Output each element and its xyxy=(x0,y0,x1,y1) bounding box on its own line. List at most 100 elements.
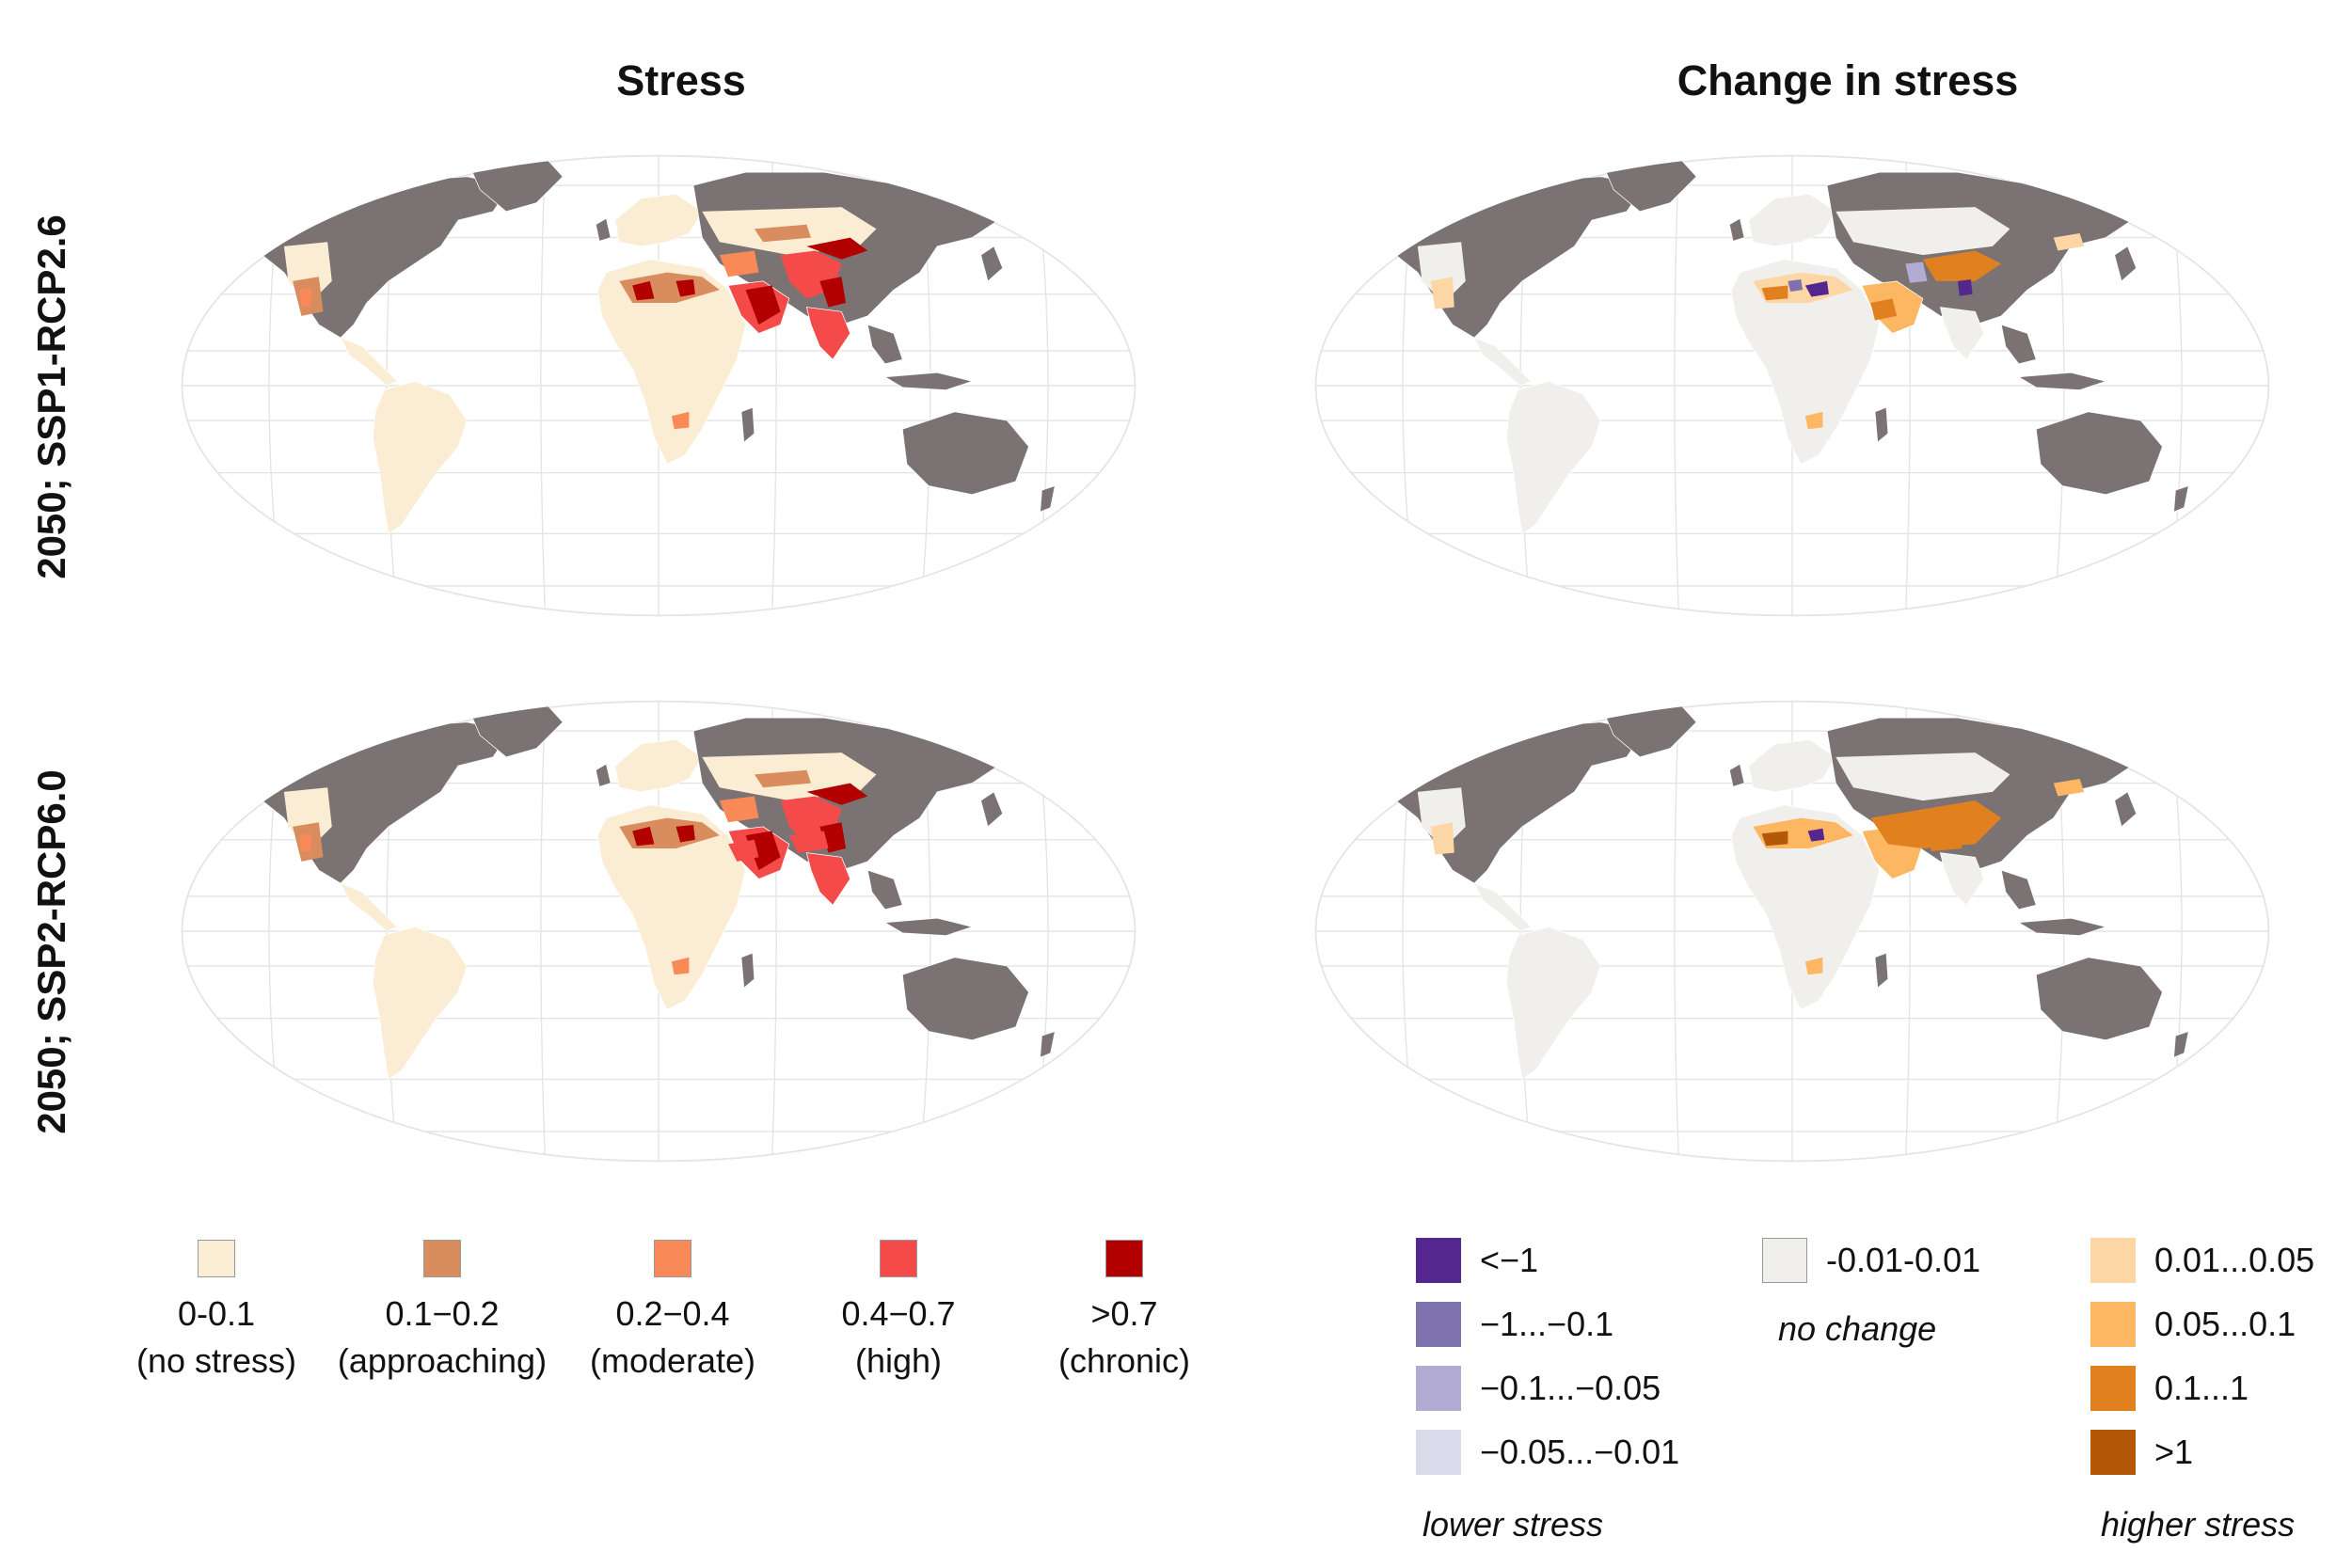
basin-region xyxy=(728,839,759,862)
japan-landmass xyxy=(2114,245,2137,282)
basin-region xyxy=(819,277,847,308)
change-legend-lower-1: −1...−0.1 xyxy=(1416,1302,1613,1347)
indonesia-landmass xyxy=(2017,372,2107,391)
africa-landmass xyxy=(1730,804,1880,1010)
graticule-line xyxy=(1674,154,1680,617)
basin-region xyxy=(675,279,695,297)
change-legend-none: -0.01-0.01 xyxy=(1762,1238,1980,1283)
change-legend-higher-3: >1 xyxy=(2090,1430,2193,1475)
basin-region xyxy=(745,285,781,325)
basin-region xyxy=(675,825,695,843)
map-stress-ssp2 xyxy=(181,700,1136,1163)
stress-legend-swatch xyxy=(880,1240,917,1277)
uk-landmass xyxy=(1728,217,1745,242)
change-legend-swatch xyxy=(2090,1430,2136,1475)
newZealand-landmass xyxy=(2173,484,2189,513)
stress-legend-range: 0.2−0.4 xyxy=(615,1294,730,1333)
basin-region xyxy=(299,288,312,308)
row-label-ssp2: 2050; SSP2-RCP6.0 xyxy=(29,769,73,1134)
indonesia-landmass xyxy=(883,372,974,391)
basin-region xyxy=(1417,242,1466,304)
centralAmerica-landmass xyxy=(1473,337,1532,387)
southAmerica-landmass xyxy=(372,926,468,1081)
change-legend-higher-2: 0.1...1 xyxy=(2090,1366,2249,1411)
stress-legend-desc: (approaching) xyxy=(337,1341,548,1380)
africa-landmass xyxy=(1730,259,1880,465)
basin-region xyxy=(1804,411,1823,430)
australia-landmass xyxy=(901,411,1029,496)
basin-region xyxy=(1922,822,1963,851)
basin-region xyxy=(1804,280,1829,297)
basin-region xyxy=(1836,752,2010,801)
japan-landmass xyxy=(980,791,1004,828)
centralAmerica-landmass xyxy=(1473,882,1532,932)
uk-landmass xyxy=(1728,763,1745,787)
basin-region xyxy=(754,224,812,243)
japan-landmass xyxy=(2114,791,2137,828)
map-stress-ssp1 xyxy=(181,154,1136,617)
seAsia-landmass xyxy=(2000,324,2037,365)
change-legend-higher-0: 0.01...0.05 xyxy=(2090,1238,2314,1283)
stress-legend-range: >0.7 xyxy=(1090,1294,1158,1333)
basin-region xyxy=(632,280,655,301)
stress-legend-desc: (no stress) xyxy=(135,1341,297,1380)
basin-region xyxy=(719,796,759,823)
graticule-line xyxy=(1674,700,1680,1163)
globe-outline xyxy=(181,700,1136,1163)
basin-region xyxy=(806,237,868,260)
stress-legend-desc: (high) xyxy=(854,1341,943,1380)
change-legend-label: 0.05...0.1 xyxy=(2154,1305,2296,1343)
change-column-title: Change in stress xyxy=(1677,56,2019,104)
basin-region xyxy=(1870,298,1898,321)
basin-region xyxy=(671,411,690,430)
change-legend-label: −1...−0.1 xyxy=(1480,1305,1614,1343)
map-change-ssp1 xyxy=(1314,154,2270,617)
no-change-caption: no change xyxy=(1778,1309,1937,1348)
change-legend-label: <−1 xyxy=(1480,1241,1539,1279)
change-legend-swatch xyxy=(2090,1238,2136,1283)
india-landmass xyxy=(1939,852,1985,906)
japan-landmass xyxy=(980,245,1004,282)
change-legend-swatch xyxy=(1416,1430,1461,1475)
southAmerica-landmass xyxy=(1505,380,1601,535)
change-legend-swatch xyxy=(2090,1302,2136,1347)
stress-legend-swatch xyxy=(654,1240,691,1277)
stress-column-title: Stress xyxy=(616,56,746,104)
basin-region xyxy=(1957,279,1973,296)
globe-outline xyxy=(1314,700,2270,1163)
europe-landmass xyxy=(614,193,703,247)
basin-region xyxy=(1807,828,1825,842)
stress-legend-item-4: >0.7 (chronic) xyxy=(1025,1240,1223,1385)
centralAmerica-landmass xyxy=(340,337,398,387)
seAsia-landmass xyxy=(866,869,903,911)
basin-region xyxy=(2053,232,2085,251)
globe-outline xyxy=(1314,154,2270,617)
basin-region xyxy=(1788,279,1804,292)
stress-legend-swatch xyxy=(198,1240,235,1277)
basin-region xyxy=(806,783,868,805)
indonesia-landmass xyxy=(2017,917,2107,937)
change-legend-swatch xyxy=(1416,1302,1461,1347)
australia-landmass xyxy=(2035,411,2163,496)
newZealand-landmass xyxy=(1040,1030,1056,1058)
basin-region xyxy=(1922,250,2002,281)
basin-region xyxy=(754,769,812,788)
basin-region xyxy=(1761,285,1788,301)
change-legend-label: -0.01-0.01 xyxy=(1826,1241,1981,1279)
madagascar-landmass xyxy=(1874,952,1889,989)
indonesia-landmass xyxy=(883,917,974,937)
change-legend-swatch xyxy=(1416,1366,1461,1411)
madagascar-landmass xyxy=(1874,406,1889,443)
stress-legend-range: 0-0.1 xyxy=(177,1294,256,1333)
europe-landmass xyxy=(1748,193,1836,247)
australia-landmass xyxy=(2035,957,2163,1041)
basin-region xyxy=(719,250,759,277)
basin-region xyxy=(632,826,655,847)
uk-landmass xyxy=(595,763,612,787)
change-legend-label: −0.05...−0.01 xyxy=(1480,1433,1680,1471)
australia-landmass xyxy=(901,957,1029,1041)
row-label-ssp1: 2050; SSP1-RCP2.6 xyxy=(29,214,73,579)
seAsia-landmass xyxy=(866,324,903,365)
madagascar-landmass xyxy=(740,952,755,989)
europe-landmass xyxy=(1748,738,1836,793)
